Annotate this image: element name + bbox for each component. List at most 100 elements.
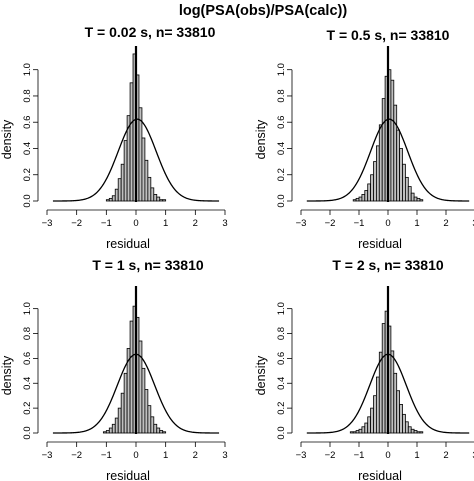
histogram-bar (390, 350, 395, 434)
histogram-bar (419, 199, 424, 202)
histogram-bar (410, 192, 415, 202)
x-tick-label: 3 (222, 450, 227, 461)
histogram-bar (150, 416, 155, 434)
histogram-bar (378, 124, 383, 202)
histogram-bar (367, 416, 372, 434)
histogram-bar (153, 423, 158, 434)
histogram-bar (416, 431, 421, 434)
histogram-bar (141, 137, 146, 202)
histogram-bar (123, 140, 128, 202)
histogram-bar (399, 403, 403, 434)
histogram-bar (367, 183, 372, 202)
histogram-bar (393, 104, 398, 202)
histogram-bar (147, 405, 152, 434)
histogram-bar (364, 422, 369, 434)
histogram-panel-4: T = 2 s, n= 33810 −3 −2 −1 0 1 2 3 residual 0.0 0.… (254, 257, 474, 481)
y-tick-label: 1.0 (22, 63, 33, 76)
x-tick-label: −3 (42, 450, 53, 461)
histogram-bar (153, 194, 158, 202)
x-tick-label: −1 (101, 218, 112, 229)
histogram-bar (364, 190, 369, 202)
x-tick-label: 2 (193, 218, 198, 229)
y-axis-label: density (254, 355, 268, 395)
histogram-bar (355, 197, 360, 202)
histogram-bar (416, 197, 421, 202)
histogram-bar (375, 376, 380, 434)
panel-title: T = 0.02 s, n= 33810 (85, 24, 216, 40)
x-tick-label: 1 (414, 450, 419, 461)
x-tick-label: 0 (133, 218, 138, 229)
histogram-bar (393, 372, 398, 434)
histogram-panel-3: T = 1 s, n= 33810 −3 −2 −1 0 1 2 3 residual 0.0 0.… (0, 257, 228, 481)
y-tick-label: 0.4 (276, 377, 287, 390)
histogram-bar (123, 372, 128, 434)
y-tick-label: 0.4 (22, 142, 33, 155)
x-tick-label: −1 (354, 218, 365, 229)
histogram-bar (108, 427, 113, 434)
y-tick-label: 0.8 (276, 89, 287, 102)
histogram-bar (349, 431, 354, 434)
histogram-bar (361, 426, 366, 434)
x-tick-label: 2 (193, 450, 198, 461)
x-tick-label: −2 (325, 218, 336, 229)
histogram-bar (159, 199, 164, 202)
histogram-bar (370, 407, 374, 434)
histogram-bar (159, 430, 164, 434)
histogram-panel-1: T = 0.02 s, n= 33810 −3 −2 −1 0 1 2 3 residual 0.… (0, 24, 228, 251)
y-tick-label: 0.8 (22, 89, 33, 102)
y-axis-label: density (0, 355, 14, 395)
histogram-bar (129, 320, 134, 434)
x-tick-label: 2 (443, 450, 448, 461)
histogram-bar (396, 129, 401, 202)
y-tick-label: 1.0 (276, 63, 287, 76)
histogram-bar (355, 430, 360, 434)
y-tick-label: 0.6 (276, 352, 287, 365)
histogram-bar (111, 423, 116, 434)
x-tick-label: −3 (296, 450, 307, 461)
y-tick-label: 1.0 (22, 302, 33, 315)
y-tick-label: 1.0 (276, 302, 287, 315)
histogram-bar (120, 163, 125, 202)
x-tick-label: −2 (325, 450, 336, 461)
histogram-bar (105, 199, 110, 202)
histogram-bar (419, 431, 424, 434)
x-tick-label: 0 (385, 218, 390, 229)
histogram-bar (117, 178, 122, 202)
x-axis-label: residual (106, 237, 150, 251)
histogram-bar (352, 199, 357, 202)
panels: T = 0.02 s, n= 33810 −3 −2 −1 0 1 2 3 residual 0.… (0, 24, 474, 481)
histogram-bar (156, 427, 161, 434)
histogram-bar (162, 431, 167, 434)
y-tick-label: 0.0 (276, 426, 287, 439)
panel-title: T = 2 s, n= 33810 (332, 257, 444, 273)
histogram-bar (147, 176, 152, 202)
x-tick-label: 3 (472, 218, 474, 229)
x-tick-label: −2 (71, 450, 82, 461)
x-tick-label: 0 (385, 450, 390, 461)
histogram-bar (402, 413, 406, 434)
histogram-bar (141, 367, 146, 434)
x-axis-label: residual (106, 469, 150, 481)
histogram-bar (413, 430, 418, 434)
y-tick-label: 0.8 (22, 327, 33, 340)
histogram-bar (144, 389, 149, 434)
x-tick-label: −1 (101, 450, 112, 461)
histogram-bar (396, 390, 401, 434)
y-tick-label: 0.4 (276, 142, 287, 155)
histogram-bar (352, 431, 357, 434)
y-axis-label: density (0, 119, 14, 159)
y-axis-label: density (254, 119, 268, 159)
histogram-bar (413, 196, 418, 202)
y-tick-label: 0.8 (276, 327, 287, 340)
x-axis-label: residual (358, 237, 402, 251)
histogram-bar (378, 351, 383, 434)
histogram-bar (162, 199, 167, 202)
histogram-bar (150, 187, 155, 202)
x-tick-label: 2 (443, 218, 448, 229)
x-tick-label: 1 (414, 218, 419, 229)
histogram-bar (375, 145, 380, 202)
histogram-bar (129, 82, 134, 202)
histogram-bar (361, 194, 366, 202)
histogram-bar (108, 197, 113, 202)
